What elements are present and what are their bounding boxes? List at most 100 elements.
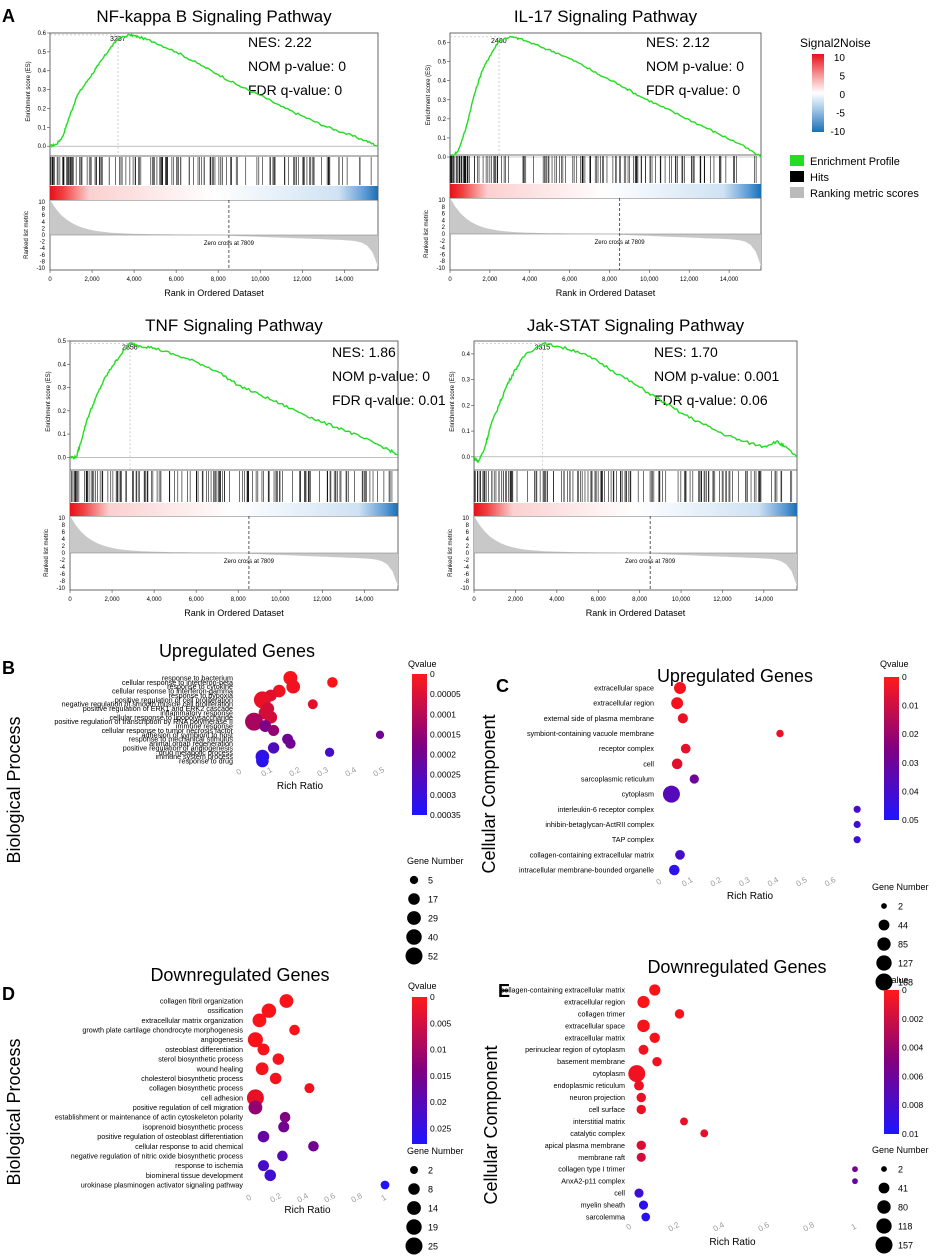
x-tick-label-1-5: 10,000 bbox=[251, 277, 270, 283]
x-tick-label-3-5: 10,000 bbox=[271, 597, 290, 603]
es-ytick-label-1-2: 0.2 bbox=[38, 106, 47, 112]
es-ytick-label-3-3: 0.3 bbox=[58, 386, 67, 392]
gsea-frame-3 bbox=[69, 340, 399, 591]
bubble-3-4 bbox=[247, 1032, 263, 1048]
heat-bar-2 bbox=[450, 184, 761, 198]
legend-item-label-2: Ranking metric scores bbox=[810, 188, 919, 200]
term-label-3-19: urokinase plasminogen activator signalin… bbox=[81, 1181, 244, 1190]
bubble-4-15 bbox=[852, 1166, 858, 1173]
bubble-1-15 bbox=[285, 738, 296, 749]
bubble-4-5 bbox=[638, 1044, 649, 1055]
gene-number-label-3-1: 8 bbox=[428, 1185, 433, 1195]
rank-ytick-3-8: -6 bbox=[60, 572, 66, 578]
qvalue-tick-1-3: 0.00015 bbox=[430, 729, 461, 739]
rank-ytick-1-3: 4 bbox=[42, 220, 46, 226]
x-tick-label-4-6: 12,000 bbox=[713, 597, 732, 603]
bubble-title-4: Downregulated Genes bbox=[647, 957, 826, 977]
rank-ytick-4-0: 10 bbox=[462, 516, 469, 522]
rank-ytick-4-8: -6 bbox=[464, 572, 470, 578]
bubble-1-9 bbox=[264, 711, 278, 724]
term-label-4-10: cell surface bbox=[589, 1105, 625, 1114]
gsea-stat-3-2: NOM p-value: 0 bbox=[332, 368, 430, 384]
term-label-4-0: collagen-containing extracellular matrix bbox=[501, 986, 626, 995]
es-ytick-label-1-1: 0.1 bbox=[38, 125, 47, 131]
gsea-legend: Signal2Noise 10 5 0 -5 -10 Enrichment Profile H… bbox=[790, 36, 919, 200]
rank-ytick-1-8: -6 bbox=[40, 253, 46, 259]
es-ytick-label-2-6: 0.6 bbox=[438, 41, 447, 47]
term-label-3-3: growth plate cartilage chondrocyte morph… bbox=[82, 1026, 243, 1035]
gene-number-dot-4-0 bbox=[881, 1166, 887, 1172]
term-label-1-14: response to mechanical stimulus bbox=[129, 735, 234, 744]
bubble-2-10 bbox=[853, 836, 861, 844]
es-ytick-label-2-3: 0.3 bbox=[438, 98, 447, 104]
gene-number-label-2-2: 85 bbox=[898, 940, 908, 950]
bubble-4-16 bbox=[852, 1178, 858, 1185]
gsea-xlabel-4: Rank in Ordered Dataset bbox=[586, 608, 686, 618]
term-label-4-2: collagen trimer bbox=[578, 1009, 626, 1018]
bubble-xtick-3-2: 0.4 bbox=[296, 1191, 311, 1205]
x-tick-label-2-3: 6,000 bbox=[562, 277, 578, 283]
bubble-1-17 bbox=[324, 747, 335, 757]
rank-ytick-1-9: -8 bbox=[40, 259, 46, 265]
legend-item-label-1: Hits bbox=[810, 172, 829, 184]
term-label-4-11: interstitial matrix bbox=[573, 1117, 625, 1126]
es-ytick-label-2-2: 0.2 bbox=[438, 117, 447, 123]
rank-ytick-2-7: -4 bbox=[440, 246, 446, 252]
qvalue-tick-4-1: 0.002 bbox=[902, 1014, 924, 1024]
bubble-xtick-3-4: 0.8 bbox=[350, 1191, 365, 1205]
bubble-xtick-2-3: 0.3 bbox=[737, 875, 752, 889]
x-tick-label-2-2: 4,000 bbox=[522, 277, 538, 283]
rank-ytick-2-6: -2 bbox=[440, 239, 446, 245]
term-label-3-17: response to ischemia bbox=[175, 1161, 243, 1170]
gsea-xlabel-2: Rank in Ordered Dataset bbox=[556, 288, 656, 298]
es-ytick-label-3-0: 0.0 bbox=[58, 455, 67, 461]
bubble-4-7 bbox=[628, 1065, 646, 1083]
term-label-2-3: symbiont-containing vacuole membrane bbox=[527, 729, 654, 738]
rank-ytick-1-4: 2 bbox=[42, 226, 46, 232]
term-label-3-6: sterol biosynthetic process bbox=[158, 1055, 243, 1064]
bubble-4-17 bbox=[634, 1188, 644, 1198]
rank-ytick-3-5: 0 bbox=[62, 551, 66, 557]
x-tick-label-1-3: 6,000 bbox=[169, 277, 185, 283]
gene-number-label-3-2: 14 bbox=[428, 1204, 438, 1214]
term-label-1-1: cellular response to interferon-beta bbox=[122, 678, 233, 687]
term-label-3-9: collagen biosynthetic process bbox=[149, 1084, 243, 1093]
bubble-1-6 bbox=[307, 699, 318, 710]
x-tick-label-2-7: 14,000 bbox=[720, 277, 739, 283]
bubble-3-2 bbox=[252, 1013, 267, 1028]
legend-swatch-1 bbox=[790, 171, 804, 182]
qvalue-tick-2-4: 0.04 bbox=[902, 786, 919, 796]
x-tick-label-3-7: 14,000 bbox=[355, 597, 374, 603]
es-ytick-label-2-4: 0.4 bbox=[438, 79, 447, 85]
bubble-4-19 bbox=[641, 1212, 651, 1222]
es-ytick-label-3-1: 0.1 bbox=[58, 432, 67, 438]
term-label-1-18: immune system process bbox=[156, 752, 234, 761]
gsea-stat-4-1: NES: 1.70 bbox=[654, 344, 718, 360]
qvalue-tick-4-2: 0.004 bbox=[902, 1043, 924, 1053]
bubble-3-8 bbox=[269, 1072, 282, 1085]
gene-number-label-4-2: 80 bbox=[898, 1203, 908, 1213]
rank-ytick-2-3: 4 bbox=[442, 218, 446, 224]
bubble-4-1 bbox=[637, 995, 650, 1009]
gene-number-label-1-4: 52 bbox=[428, 952, 438, 962]
term-label-3-14: positive regulation of osteoblast differ… bbox=[97, 1132, 243, 1141]
gsea-frame-4 bbox=[473, 340, 798, 591]
bubble-xtick-3-0: 0 bbox=[245, 1193, 254, 1203]
gene-number-label-1-0: 5 bbox=[428, 876, 433, 886]
rank-ytick-4-9: -8 bbox=[464, 579, 470, 585]
term-label-4-13: apical plasma membrane bbox=[545, 1141, 625, 1150]
qvalue-tick-4-0: 0 bbox=[902, 985, 907, 995]
term-label-1-7: positive regulation of ERK1 and ERK2 cas… bbox=[83, 704, 233, 713]
x-tick-label-1-7: 14,000 bbox=[335, 277, 354, 283]
term-label-3-11: positive regulation of cell migration bbox=[133, 1103, 243, 1112]
rank-ytick-3-0: 10 bbox=[58, 516, 65, 522]
bubble-xtick-2-2: 0.2 bbox=[709, 875, 724, 889]
gene-number-label-1-1: 17 bbox=[428, 895, 438, 905]
qvalue-title-4: Qvalue bbox=[880, 975, 909, 985]
rank-ytick-4-2: 6 bbox=[466, 530, 470, 536]
rank-ytick-3-2: 6 bbox=[62, 530, 66, 536]
gsea-stat-2-3: FDR q-value: 0 bbox=[646, 82, 740, 98]
es-ytick-label-3-4: 0.4 bbox=[58, 362, 67, 368]
rank-ylabel-3: Ranked list metric bbox=[44, 529, 50, 577]
